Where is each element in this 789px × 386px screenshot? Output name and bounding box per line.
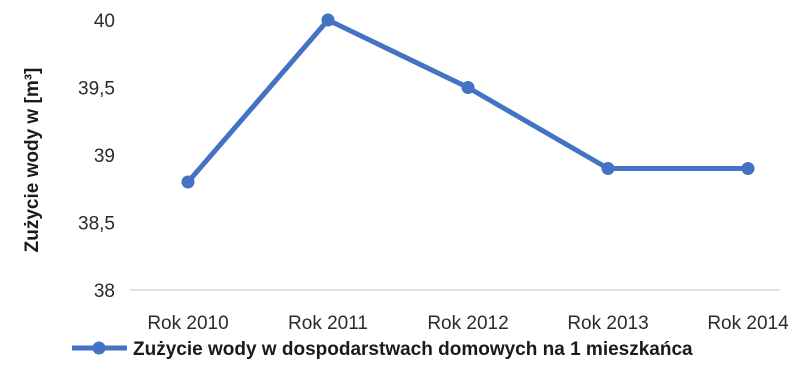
x-tick-label: Rok 2011	[288, 313, 368, 334]
y-tick-label: 39	[94, 146, 115, 167]
y-axis-ticks: 38 38,5 39 39,5 40	[78, 11, 115, 302]
data-point	[741, 162, 755, 175]
y-tick-label: 40	[94, 11, 115, 32]
x-tick-label: Rok 2013	[567, 313, 648, 334]
legend-entry: Zużycie wody w dospodarstwach domowych n…	[133, 339, 693, 360]
x-tick-label: Rok 2014	[707, 313, 789, 334]
y-tick-label: 38	[94, 281, 115, 302]
data-point	[181, 175, 195, 189]
x-tick-label: Rok 2012	[427, 313, 508, 334]
series-line	[186, 17, 748, 184]
x-axis-ticks: Rok 2010 Rok 2011 Rok 2012 Rok 2013 Rok 2014	[147, 313, 789, 334]
y-tick-label: 39,5	[78, 79, 115, 100]
data-point	[321, 13, 335, 27]
data-point	[461, 81, 475, 94]
legend-point-marker	[92, 341, 106, 355]
series-group	[181, 13, 755, 189]
data-point	[601, 162, 615, 175]
y-axis-label: Zużycie wody w [m³]	[22, 68, 43, 253]
legend: Zużycie wody w dospodarstwach domowych n…	[72, 339, 693, 360]
y-tick-label: 38,5	[78, 214, 115, 235]
x-tick-label: Rok 2010	[147, 313, 228, 334]
